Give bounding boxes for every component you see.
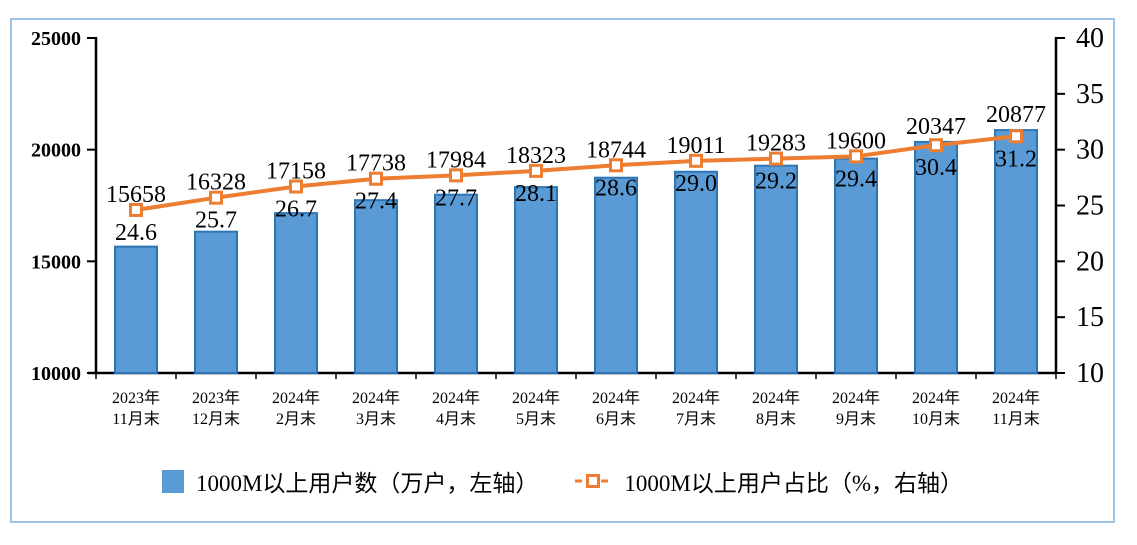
bar-value-label: 17738 [346, 151, 406, 177]
x-category-label: 2024年 [992, 389, 1040, 407]
legend-item-line-series: 1000M以上用户占比（%，右轴） [574, 464, 963, 498]
line-percent-label: 27.7 [435, 185, 477, 211]
bar [594, 176, 638, 374]
x-category-label: 3月末 [356, 410, 396, 428]
right-axis-tick-label: 15 [1076, 302, 1104, 333]
legend-item-bar-series: 1000M以上用户数（万户，左轴） [161, 464, 539, 498]
line-series-swatch-icon [575, 474, 612, 488]
line-series-path [135, 134, 1017, 212]
line-marker [769, 151, 783, 166]
line-marker [849, 149, 863, 164]
line-marker [449, 168, 463, 183]
line-percent-label: 29.2 [755, 169, 797, 195]
x-category-label: 2024年 [672, 389, 720, 407]
bar-value-label: 19011 [666, 133, 725, 159]
line-percent-label: 28.6 [595, 175, 637, 201]
line-percent-label: 29.4 [835, 166, 877, 192]
bar [434, 193, 478, 374]
line-percent-label: 25.7 [195, 208, 237, 234]
line-marker [529, 163, 543, 178]
bar-value-label: 20877 [986, 102, 1046, 128]
x-category-label: 4月末 [436, 410, 476, 428]
right-axis-tick-label: 10 [1076, 358, 1104, 389]
x-category-label: 11月末 [112, 410, 159, 428]
x-category-label: 2024年 [512, 389, 560, 407]
x-category-label: 7月末 [676, 410, 716, 428]
right-axis-tick-label: 30 [1076, 135, 1104, 166]
left-axis-tick-label: 20000 [31, 140, 81, 162]
bar-value-label: 15658 [106, 182, 166, 208]
bar-series-label: 1000M以上用户数（万户，左轴） [195, 471, 539, 496]
x-category-label: 2月末 [276, 410, 316, 428]
x-category-label: 2024年 [912, 389, 960, 407]
bar-value-label: 19600 [826, 128, 886, 154]
line-marker [1009, 129, 1023, 144]
bar-value-label: 16328 [186, 170, 246, 196]
x-category-label: 2023年 [112, 389, 160, 407]
bar [834, 157, 878, 374]
bar [194, 230, 238, 374]
bar [994, 129, 1038, 374]
bar-value-label: 17984 [426, 147, 486, 173]
right-axis-tick-label: 25 [1076, 191, 1104, 222]
line-marker [689, 153, 703, 168]
x-category-label: 8月末 [756, 410, 796, 428]
bar-series-swatch-icon [161, 469, 184, 493]
line-marker [209, 190, 223, 205]
line-percent-label: 29.0 [675, 171, 717, 197]
bar [354, 199, 398, 374]
right-axis-tick-label: 40 [1076, 23, 1104, 54]
line-percent-label: 27.4 [355, 189, 397, 215]
line-marker [609, 158, 623, 173]
bar [514, 186, 558, 374]
bar [754, 164, 798, 374]
right-axis-tick-label: 20 [1076, 246, 1104, 277]
bar-value-label: 20347 [906, 114, 966, 140]
right-axis-tick-label: 35 [1076, 79, 1104, 110]
bar-value-label: 19283 [746, 131, 806, 157]
x-category-label: 2023年 [192, 389, 240, 407]
line-percent-label: 26.7 [275, 197, 317, 223]
line-marker [929, 138, 943, 153]
line-marker [369, 171, 383, 186]
x-category-label: 2024年 [352, 389, 400, 407]
x-category-label: 9月末 [836, 410, 876, 428]
x-category-label: 2024年 [432, 389, 480, 407]
x-category-label: 2024年 [592, 389, 640, 407]
line-marker [129, 202, 143, 217]
x-category-label: 11月末 [992, 410, 1039, 428]
line-percent-label: 28.1 [515, 181, 557, 207]
left-axis-tick-label: 25000 [31, 28, 81, 50]
line-percent-label: 30.4 [915, 155, 957, 181]
bar-value-label: 18323 [506, 143, 566, 169]
line-percent-label: 31.2 [995, 146, 1037, 172]
x-category-label: 2024年 [832, 389, 880, 407]
bar [114, 245, 158, 374]
line-series-label: 1000M以上用户占比（%，右轴） [624, 471, 964, 496]
line-percent-label: 24.6 [115, 220, 157, 246]
left-axis-tick-label: 10000 [31, 363, 81, 385]
x-category-label: 10月末 [912, 410, 960, 428]
line-marker [289, 179, 303, 194]
combo-chart: 25000 20000 15000 10000 40 35 30 25 20 15 10 2023年 1… [31, 23, 1104, 428]
bar [914, 140, 958, 374]
x-category-label: 6月末 [596, 410, 636, 428]
chart-legend: 1000M以上用户数（万户，左轴） 1000M以上用户占比（%，右轴） [12, 456, 1113, 506]
x-category-label: 5月末 [516, 410, 556, 428]
x-category-label: 12月末 [192, 410, 240, 428]
x-category-label: 2024年 [272, 389, 320, 407]
bar-value-label: 17158 [266, 159, 326, 185]
bar [674, 170, 718, 374]
bar-value-label: 18744 [586, 137, 646, 163]
chart-frame: 25000 20000 15000 10000 40 35 30 25 20 15 10 2023年 1… [10, 18, 1115, 523]
x-category-label: 2024年 [752, 389, 800, 407]
bar [274, 212, 318, 374]
left-axis-tick-label: 15000 [31, 251, 81, 273]
